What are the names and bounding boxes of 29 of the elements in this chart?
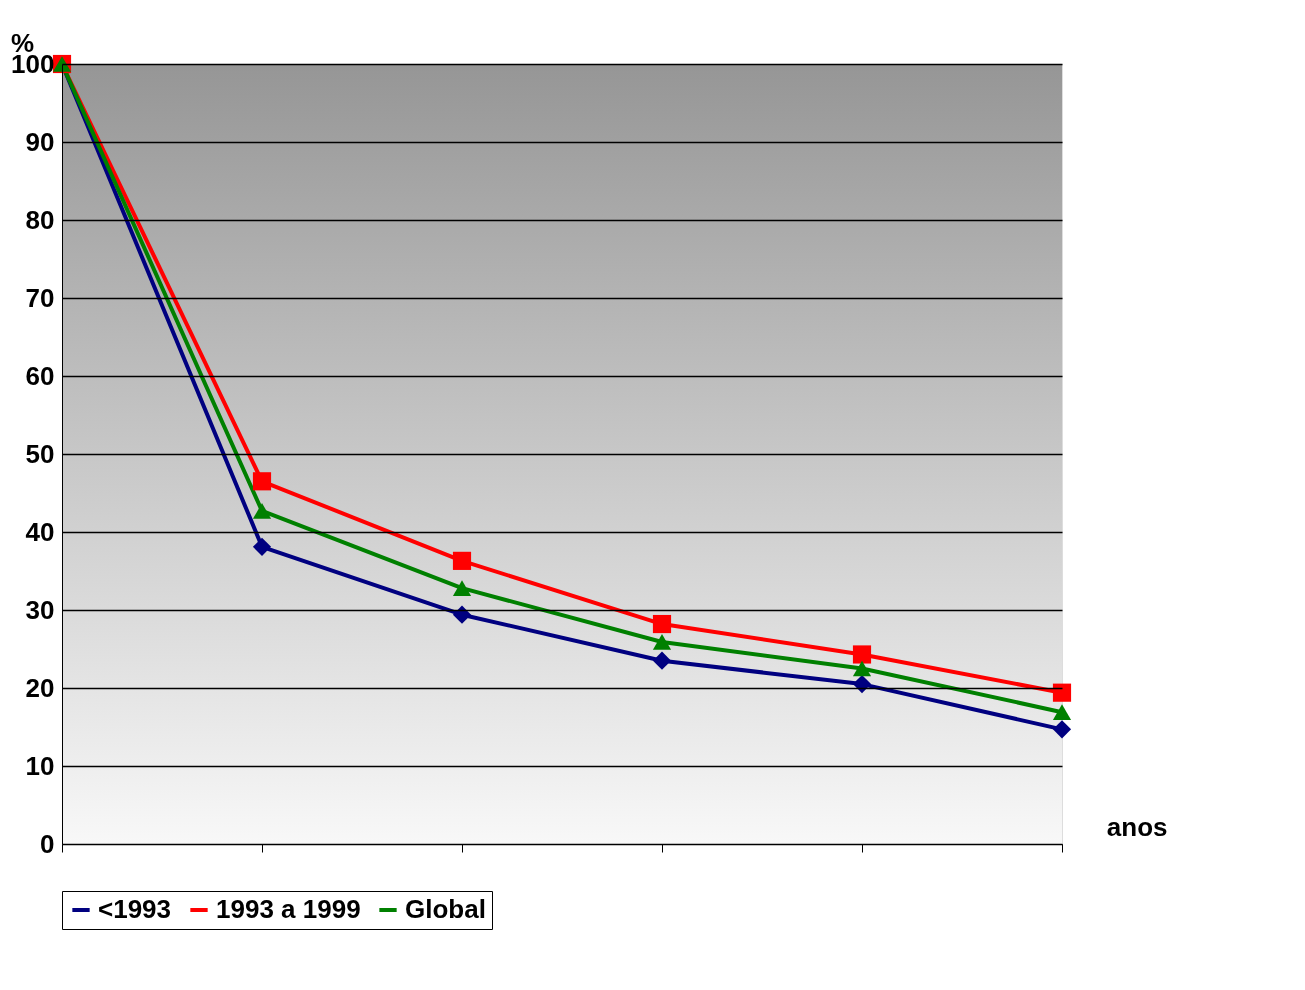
point [652, 614, 672, 634]
y-tick-label: 80 [25, 204, 55, 235]
y-tick-label: 90 [25, 126, 55, 157]
y-tick-label: 10 [25, 750, 55, 781]
x-axis-title: anos [1106, 811, 1168, 842]
point [252, 537, 272, 556]
y-tick-label: 60 [25, 360, 55, 391]
point [852, 645, 872, 664]
point [1052, 720, 1072, 739]
y-tick-label: 70 [25, 282, 55, 313]
point [852, 660, 872, 677]
legend-label: 1993 a 1999 [216, 894, 361, 924]
y-tick-label: 20 [25, 672, 55, 703]
point [852, 675, 872, 694]
point [452, 551, 472, 570]
legend-label: Global [405, 894, 486, 924]
point [652, 651, 672, 670]
point [452, 580, 472, 597]
y-tick-label: 30 [25, 594, 55, 625]
point [452, 605, 472, 624]
point [252, 503, 272, 519]
point [252, 472, 272, 491]
point [1052, 704, 1072, 721]
legend-label: <1993 [98, 894, 172, 924]
point [1052, 683, 1072, 702]
point [652, 634, 672, 650]
y-tick-label: 0 [40, 828, 55, 859]
y-tick-label: 50 [25, 438, 55, 469]
y-tick-label: 40 [25, 516, 55, 547]
